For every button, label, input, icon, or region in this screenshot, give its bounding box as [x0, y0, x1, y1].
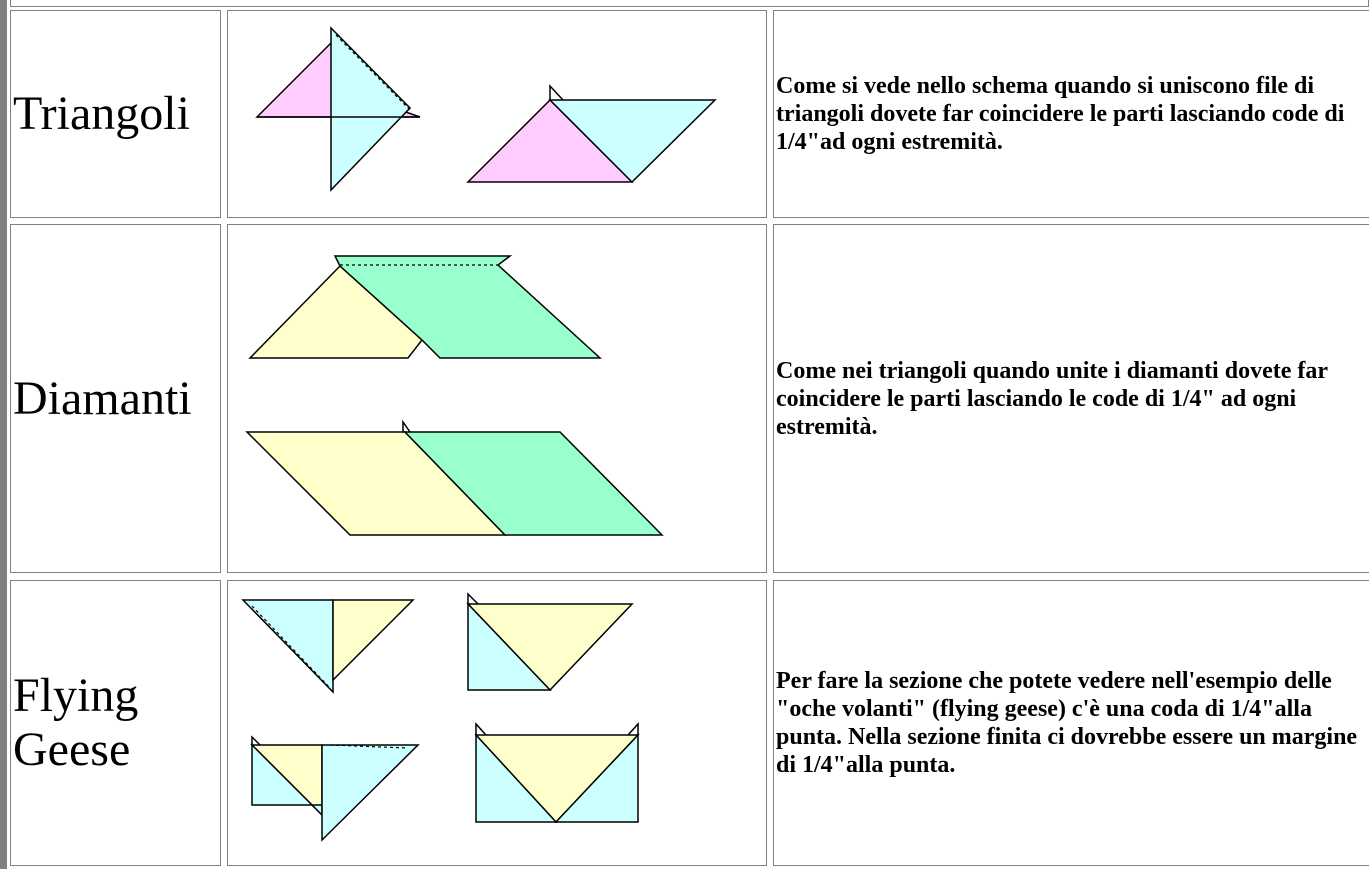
- diagram-cell: [227, 580, 767, 866]
- row-description: Come nei triangoli quando unite i diaman…: [773, 224, 1369, 573]
- row-label: Triangoli: [10, 10, 221, 218]
- diamond-diagram: [245, 255, 664, 536]
- window-edge: [0, 0, 7, 869]
- row-description: Per fare la sezione che potete vedere ne…: [773, 580, 1369, 866]
- row-label: Diamanti: [10, 224, 221, 573]
- row-description: Come si vede nello schema quando si unis…: [773, 10, 1369, 218]
- flying-geese-diagram: [241, 592, 640, 842]
- diagram-cell: [227, 224, 767, 573]
- diagram-cell: [227, 10, 767, 218]
- row-label: Flying Geese: [10, 580, 221, 866]
- triangle-diagram: [255, 26, 717, 192]
